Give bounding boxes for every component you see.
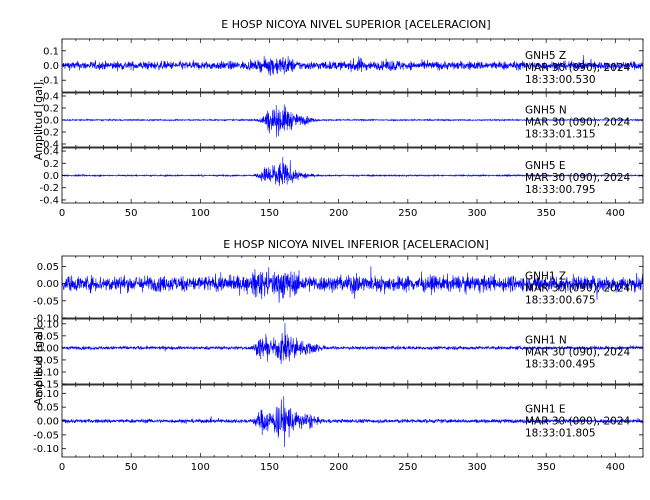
x-tick-label: 0 (59, 462, 65, 473)
y-tick-label: -0.4 (39, 195, 59, 206)
chart-inferior: E HOSP NICOYA NIVEL INFERIOR [ACELERACIO… (32, 238, 644, 473)
x-tick-label: 300 (467, 208, 486, 219)
y-tick-label: 0.10 (37, 319, 59, 330)
trace-annotation: GNH1 E (525, 403, 566, 415)
x-tick-label: 250 (398, 208, 417, 219)
y-tick-label: -0.05 (33, 430, 59, 441)
series-line (61, 396, 644, 448)
y-tick-label: 0.10 (37, 389, 59, 400)
y-tick-label: 0.4 (43, 147, 59, 158)
x-tick-label: 400 (606, 462, 625, 473)
chart-title-superior: E HOSP NICOYA NIVEL SUPERIOR [ACELERACIO… (221, 18, 490, 31)
x-tick-label: 0 (59, 208, 65, 219)
x-tick-label: 50 (125, 208, 138, 219)
series-line (61, 322, 644, 365)
y-tick-label: -0.15 (33, 380, 59, 391)
trace-annotation: MAR 30 (090), 2024 (525, 117, 631, 129)
series-line (61, 266, 644, 303)
y-tick-label: 0.2 (43, 159, 59, 170)
y-tick-label: 0.4 (43, 92, 59, 103)
y-axis-label-superior: Amplitud [gal] (32, 82, 45, 160)
trace-annotation: GNH5 Z (525, 50, 566, 62)
chart-superior: E HOSP NICOYA NIVEL SUPERIOR [ACELERACIO… (32, 18, 644, 219)
y-tick-label: 0.00 (37, 343, 59, 354)
trace-annotation: 18:33:00.675 (525, 295, 596, 307)
trace-annotation: 18:33:00.530 (525, 74, 596, 86)
y-tick-label: -0.2 (39, 128, 59, 139)
y-tick-label: -0.10 (33, 314, 59, 325)
x-tick-label: 150 (260, 462, 279, 473)
y-tick-label: 0.05 (37, 262, 59, 273)
trace-annotation: 18:33:01.805 (525, 427, 596, 439)
x-tick-label: 200 (329, 208, 348, 219)
x-tick-label: 150 (260, 208, 279, 219)
y-tick-label: 0.0 (43, 171, 59, 182)
y-tick-label: -0.05 (33, 355, 59, 366)
y-axis-label-inferior: Amplitud [gal] (32, 327, 45, 405)
x-tick-label: 350 (537, 208, 556, 219)
y-tick-label: 0.0 (43, 61, 59, 72)
chart-title-inferior: E HOSP NICOYA NIVEL INFERIOR [ACELERACIO… (223, 238, 489, 251)
y-tick-label: 0.05 (37, 331, 59, 342)
x-tick-label: 100 (191, 208, 210, 219)
trace-annotation: GNH1 Z (525, 271, 566, 283)
trace-annotation: 18:33:00.495 (525, 359, 596, 371)
y-tick-label: -0.10 (33, 444, 59, 455)
series-line (61, 55, 644, 76)
x-tick-label: 250 (398, 462, 417, 473)
x-tick-label: 100 (191, 462, 210, 473)
x-tick-label: 400 (606, 208, 625, 219)
y-tick-label: 0.00 (37, 279, 59, 290)
trace-annotation: MAR 30 (090), 2024 (525, 62, 631, 74)
trace-annotation: 18:33:00.795 (525, 184, 596, 196)
y-tick-label: -0.05 (33, 296, 59, 307)
trace-annotation: MAR 30 (090), 2024 (525, 347, 631, 359)
y-tick-label: -0.1 (39, 76, 59, 87)
trace-annotation: MAR 30 (090), 2024 (525, 415, 631, 427)
trace-annotation: GNH5 N (525, 105, 567, 117)
x-tick-label: 300 (467, 462, 486, 473)
trace-annotation: MAR 30 (090), 2024 (525, 283, 631, 295)
y-tick-label: 0.05 (37, 403, 59, 414)
trace-annotation: MAR 30 (090), 2024 (525, 172, 631, 184)
x-tick-label: 50 (125, 462, 138, 473)
y-tick-label: -0.10 (33, 367, 59, 378)
trace-annotation: GNH5 E (525, 160, 566, 172)
x-tick-label: 200 (329, 462, 348, 473)
trace-annotation: 18:33:01.315 (525, 129, 596, 141)
y-tick-label: 0.00 (37, 417, 59, 428)
series-line (61, 104, 644, 138)
y-tick-label: -0.4 (39, 140, 59, 151)
series-line (61, 156, 644, 187)
y-tick-label: 0.2 (43, 104, 59, 115)
x-tick-label: 350 (537, 462, 556, 473)
trace-annotation: GNH1 N (525, 335, 567, 347)
y-tick-label: 0.0 (43, 116, 59, 127)
y-tick-label: 0.1 (43, 46, 59, 57)
y-tick-label: -0.2 (39, 183, 59, 194)
